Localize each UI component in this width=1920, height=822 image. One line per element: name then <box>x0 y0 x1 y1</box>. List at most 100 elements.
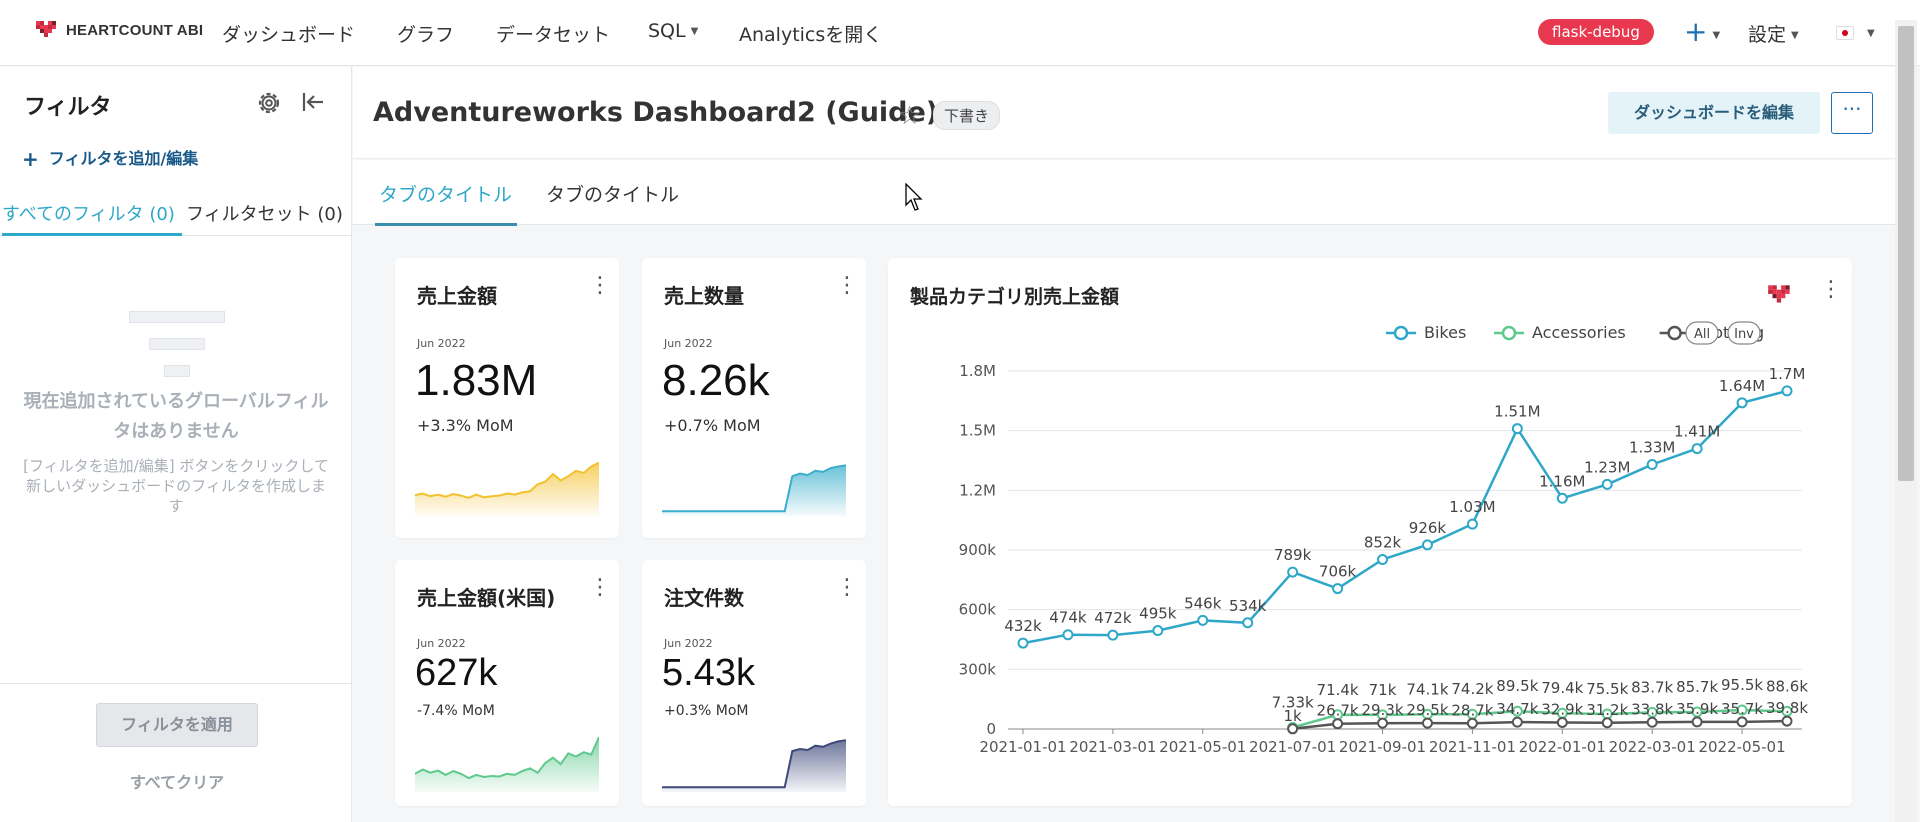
y-tick-label: 0 <box>986 720 996 738</box>
data-point-bikes[interactable] <box>1781 385 1793 397</box>
data-point-bikes[interactable] <box>1242 617 1254 629</box>
y-tick-label: 1.5M <box>959 422 996 440</box>
gear-icon[interactable] <box>255 89 283 117</box>
data-label: 474k <box>1049 609 1087 627</box>
data-label: 534k <box>1229 597 1267 615</box>
data-point-bikes[interactable] <box>1287 566 1299 578</box>
card-value: 8.26k <box>662 356 770 405</box>
data-label: 546k <box>1184 594 1222 612</box>
sparkline <box>415 461 599 516</box>
data-point-bikes[interactable] <box>1511 423 1523 435</box>
legend-item-accessories[interactable]: Accessories <box>1494 323 1626 342</box>
page-scrollbar[interactable] <box>1895 20 1917 822</box>
add-filter-button[interactable]: + フィルタを追加/編集 <box>22 145 198 171</box>
settings-menu[interactable]: 設定 ▼ <box>1748 20 1799 47</box>
data-point-bikes[interactable] <box>1107 629 1119 641</box>
debug-badge[interactable]: flask-debug <box>1538 19 1654 45</box>
x-tick-label: 2021-09-01 <box>1339 738 1426 756</box>
legend-marker <box>1393 325 1409 341</box>
kebab-menu-icon[interactable]: ⋮ <box>589 575 611 600</box>
more-options-button[interactable]: ··· <box>1831 92 1873 134</box>
brand-name: HEARTCOUNT ABI <box>66 21 204 39</box>
series-line-clothing <box>1292 719 1788 731</box>
data-point-clothing[interactable] <box>1511 716 1523 728</box>
placeholder-bar <box>164 365 190 377</box>
data-point-bikes[interactable] <box>1691 443 1703 455</box>
data-point-clothing[interactable] <box>1466 717 1478 729</box>
data-point-clothing[interactable] <box>1781 715 1793 727</box>
tab-all-filters[interactable]: すべてのフィルタ (0) <box>2 200 182 236</box>
legend-item-bikes[interactable]: Bikes <box>1386 323 1466 342</box>
x-tick-label: 2021-01-01 <box>979 738 1066 756</box>
data-point-clothing[interactable] <box>1287 723 1299 735</box>
legend-button-inv[interactable]: Inv <box>1727 321 1761 345</box>
dashboard-tabs: タブのタイトル タブのタイトル <box>353 160 1895 226</box>
edit-dashboard-button[interactable]: ダッシュボードを編集 <box>1608 92 1820 134</box>
card-title: 注文件数 <box>664 586 744 610</box>
data-point-accessories[interactable] <box>1511 705 1523 717</box>
chevron-down-icon[interactable]: ▼ <box>1867 28 1875 39</box>
data-point-bikes[interactable] <box>1466 518 1478 530</box>
card-title: 売上金額 <box>417 284 497 308</box>
brand-logo[interactable]: HEARTCOUNT ABI <box>34 18 203 42</box>
data-label: 789k <box>1274 546 1312 564</box>
data-point-bikes[interactable] <box>1197 614 1209 626</box>
data-point-clothing[interactable] <box>1332 718 1344 730</box>
x-tick-label: 2021-11-01 <box>1429 738 1516 756</box>
card-value: 627k <box>415 652 498 694</box>
data-point-bikes[interactable] <box>1556 492 1568 504</box>
data-point-bikes[interactable] <box>1152 625 1164 637</box>
data-point-clothing[interactable] <box>1691 716 1703 728</box>
sparkline-area <box>662 465 846 516</box>
chevron-down-icon: ▼ <box>1712 30 1721 41</box>
data-point-clothing[interactable] <box>1377 717 1389 729</box>
kebab-menu-icon[interactable]: ⋮ <box>836 575 858 600</box>
tab-2[interactable]: タブのタイトル <box>546 184 680 206</box>
apply-filter-button[interactable]: フィルタを適用 <box>96 703 258 747</box>
card-delta: +3.3% MoM <box>417 416 514 435</box>
data-point-clothing[interactable] <box>1736 716 1748 728</box>
y-tick-label: 1.2M <box>959 481 996 499</box>
sparkline-line <box>662 739 846 789</box>
collapse-left-icon[interactable] <box>300 89 326 115</box>
card-delta: +0.3% MoM <box>664 703 749 719</box>
star-icon[interactable]: ☆ <box>898 101 922 131</box>
tab-filter-sets[interactable]: フィルタセット (0) <box>186 204 343 225</box>
card-period: Jun 2022 <box>664 337 713 350</box>
data-point-bikes[interactable] <box>1601 478 1613 490</box>
tab-1[interactable]: タブのタイトル <box>375 180 517 226</box>
data-point-clothing[interactable] <box>1421 717 1433 729</box>
nav-dataset[interactable]: データセット <box>496 24 611 46</box>
data-point-clothing[interactable] <box>1646 716 1658 728</box>
data-point-bikes[interactable] <box>1421 539 1433 551</box>
kpi-card-sales-quantity: 売上数量 ⋮ Jun 2022 8.26k +0.7% MoM <box>642 258 866 538</box>
clear-all-button[interactable]: すべてクリア <box>129 773 225 792</box>
data-point-bikes[interactable] <box>1017 637 1029 649</box>
heart-logo-icon[interactable] <box>1766 282 1794 308</box>
data-label: 432k <box>1004 617 1042 635</box>
scrollbar-thumb[interactable] <box>1898 26 1914 481</box>
data-point-bikes[interactable] <box>1646 458 1658 470</box>
kebab-menu-icon[interactable]: ⋮ <box>589 273 611 298</box>
data-point-clothing[interactable] <box>1601 717 1613 729</box>
legend-button-all[interactable]: All <box>1685 321 1719 345</box>
data-point-bikes[interactable] <box>1736 397 1748 409</box>
chevron-down-icon: ▼ <box>1791 30 1799 41</box>
language-flag-icon[interactable] <box>1836 26 1854 40</box>
mouse-cursor-icon <box>905 183 923 211</box>
x-tick-label: 2022-01-01 <box>1519 738 1606 756</box>
data-point-bikes[interactable] <box>1377 554 1389 566</box>
data-point-accessories[interactable] <box>1736 704 1748 716</box>
kebab-menu-icon[interactable]: ⋮ <box>836 273 858 298</box>
kebab-menu-icon[interactable]: ⋮ <box>1820 277 1842 302</box>
data-point-clothing[interactable] <box>1556 716 1568 728</box>
nav-open-analytics[interactable]: Analyticsを開く <box>739 24 883 46</box>
data-point-bikes[interactable] <box>1062 629 1074 641</box>
nav-chart[interactable]: グラフ <box>397 24 455 46</box>
nav-dashboard[interactable]: ダッシュボード <box>222 24 356 46</box>
add-menu-button[interactable]: + ▼ <box>1684 15 1720 48</box>
filter-sidebar: フィルタ + フィルタを追加/編集 すべてのフィルタ (0) フィルタセット (0… <box>0 67 352 822</box>
card-value: 1.83M <box>415 356 538 405</box>
data-point-bikes[interactable] <box>1332 583 1344 595</box>
nav-sql[interactable]: SQL ▼ <box>648 20 698 42</box>
